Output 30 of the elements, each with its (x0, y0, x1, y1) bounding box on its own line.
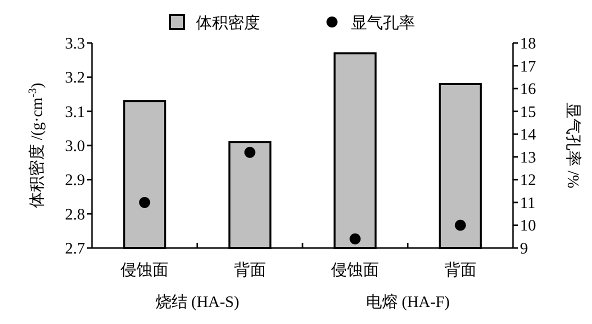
y-tick-label: 3.2 (65, 70, 85, 87)
y2-axis-title: 显气孔率 /% (564, 102, 582, 188)
y-tick-label: 3.0 (65, 138, 85, 155)
text: 电熔 (HA-F) (366, 293, 450, 311)
y2-tick-label: 16 (520, 81, 536, 98)
y2-tick-label: 11 (520, 194, 536, 212)
x-tick-label: 背面 (444, 261, 476, 279)
point (244, 146, 256, 158)
text: 烧结 (HA-S) (155, 293, 240, 311)
y-tick-label: 3.1 (65, 104, 85, 121)
y2-tick-label: 12 (520, 172, 536, 190)
y-tick-label: 2.8 (65, 206, 85, 224)
point (139, 196, 150, 208)
y2-tick-label: 13 (520, 149, 536, 166)
y-tick-label: 2.7 (65, 240, 85, 258)
x-tick-label: 背面 (234, 261, 266, 279)
y2-tick-label: 18 (520, 36, 536, 52)
x-tick-label: 侵蚀面 (331, 262, 380, 279)
y-tick-label: 2.9 (65, 172, 85, 190)
legend-label: 体积密度 (196, 14, 260, 32)
y2-tick-label: 9 (520, 240, 528, 258)
legend-label: 显气孔率 (351, 14, 415, 32)
y2-tick-label: 10 (520, 218, 536, 235)
point (350, 233, 361, 244)
y2-tick-label: 17 (520, 58, 536, 76)
x-tick-label: 侵蚀面 (120, 262, 169, 279)
y-tick-label: 3.3 (65, 36, 85, 52)
y2-tick-label: 14 (520, 126, 536, 144)
y2-tick-label: 15 (520, 104, 536, 121)
point (454, 220, 466, 231)
